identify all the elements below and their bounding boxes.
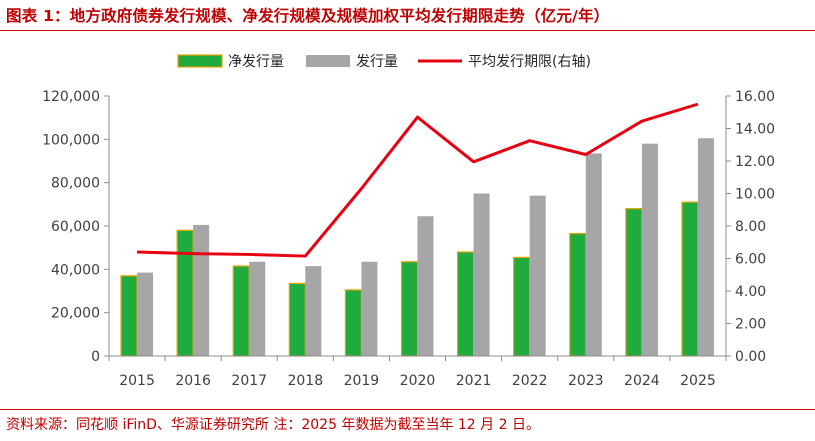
legend-label-net-issuance: 净发行量 xyxy=(228,54,284,70)
x-axis-tick-label: 2021 xyxy=(456,373,492,389)
issuance-bar xyxy=(529,195,546,356)
issuance-bar xyxy=(417,216,434,356)
line-series-group xyxy=(136,102,699,258)
right-axis-tick-label: 10.00 xyxy=(735,187,775,203)
left-axis-tick-label: 60,000 xyxy=(51,219,100,235)
issuance-bar xyxy=(585,153,602,356)
x-axis-tick-label: 2022 xyxy=(512,373,548,389)
footer-divider xyxy=(0,409,815,410)
x-axis-tick-label: 2023 xyxy=(568,373,604,389)
x-axis-tick-label: 2020 xyxy=(400,373,436,389)
figure-title: 图表 1：地方政府债券发行规模、净发行规模及规模加权平均发行期限走势（亿元/年） xyxy=(6,7,610,25)
net-issuance-bar xyxy=(456,251,475,357)
issuance-bar xyxy=(473,193,490,356)
legend-swatch-net-issuance xyxy=(177,54,223,68)
legend-swatch-issuance xyxy=(306,55,350,67)
x-axis-tick-label: 2015 xyxy=(119,373,155,389)
x-axis-tick-label: 2016 xyxy=(175,373,211,389)
bar-series-group xyxy=(120,138,714,357)
left-axis-tick-label: 80,000 xyxy=(51,176,100,192)
left-axis-tick-label: 0 xyxy=(91,349,100,365)
chart-legend: 净发行量 发行量 平均发行期限(右轴) xyxy=(177,54,591,70)
x-axis-tick-label: 2024 xyxy=(624,373,660,389)
right-axis-tick-label: 16.00 xyxy=(735,89,775,105)
right-axis-tick-label: 12.00 xyxy=(735,154,775,170)
net-issuance-bar xyxy=(400,261,419,357)
net-issuance-bar xyxy=(681,201,699,357)
x-axis: 2015 2016 2017 2018 2019 2020 2021 2022 2023 2024… xyxy=(108,355,727,389)
left-axis-tick-label: 120,000 xyxy=(42,89,100,105)
left-axis-tick-label: 100,000 xyxy=(42,132,100,148)
issuance-bar xyxy=(361,261,378,356)
issuance-bar xyxy=(641,143,658,356)
legend-label-avg-maturity: 平均发行期限(右轴) xyxy=(468,54,591,70)
issuance-bar xyxy=(249,261,266,356)
issuance-bar xyxy=(305,266,322,356)
x-axis-tick-label: 2025 xyxy=(680,373,716,389)
left-axis-tick-label: 20,000 xyxy=(51,306,100,322)
x-axis-tick-label: 2019 xyxy=(344,373,380,389)
legend-label-issuance: 发行量 xyxy=(356,54,398,70)
issuance-bar xyxy=(137,272,154,356)
left-y-axis: 0 20,000 40,000 60,000 80,000 100,000 120,000 xyxy=(42,89,110,365)
net-issuance-bar xyxy=(120,275,138,357)
left-axis-tick-label: 40,000 xyxy=(51,262,100,278)
right-axis-tick-label: 14.00 xyxy=(735,122,775,138)
title-divider xyxy=(0,30,815,31)
right-y-axis: 0.00 2.00 4.00 6.00 8.00 10.00 12.00 14.00 16.00 xyxy=(725,89,775,365)
net-issuance-bar xyxy=(232,265,250,357)
net-issuance-bar xyxy=(344,289,363,357)
issuance-bar xyxy=(193,224,210,356)
right-axis-tick-label: 8.00 xyxy=(735,219,766,235)
net-issuance-bar xyxy=(513,256,531,357)
issuance-bar xyxy=(697,138,714,356)
net-issuance-bar xyxy=(625,208,643,357)
net-issuance-bar xyxy=(288,282,306,357)
net-issuance-bar xyxy=(569,232,587,357)
net-issuance-bar xyxy=(176,229,194,357)
right-axis-tick-label: 6.00 xyxy=(735,252,766,268)
right-axis-tick-label: 2.00 xyxy=(735,317,766,333)
right-axis-tick-label: 0.00 xyxy=(735,349,766,365)
right-axis-tick-label: 4.00 xyxy=(735,284,766,300)
source-note: 资料来源：同花顺 iFinD、华源证券研究所 注：2025 年数据为截至当年 1… xyxy=(6,417,540,433)
x-axis-tick-label: 2018 xyxy=(287,373,323,389)
x-axis-tick-label: 2017 xyxy=(231,373,267,389)
